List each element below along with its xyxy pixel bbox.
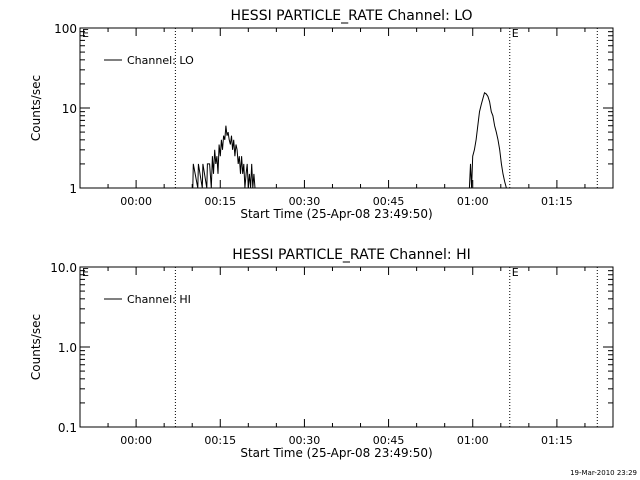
edge-mark: E <box>82 266 89 279</box>
x-tick-label: 00:45 <box>373 434 405 447</box>
panel-hi: HESSI PARTICLE_RATE Channel: HI 00:00 00:1… <box>29 247 614 460</box>
x-tick-label: 00:15 <box>204 434 236 447</box>
x-tick-label: 00:30 <box>289 434 321 447</box>
edge-mark: E <box>512 266 519 279</box>
plot-frame <box>79 27 614 189</box>
y-axis-label: Counts/sec <box>29 314 43 380</box>
x-axis-label: Start Time (25-Apr-08 23:49:50) <box>240 207 432 221</box>
y-tick-label: 0.1 <box>58 421 77 435</box>
x-tick-label: 00:30 <box>289 195 321 208</box>
y-tick-label: 100 <box>54 22 77 36</box>
edge-mark: E <box>512 27 519 40</box>
x-tick-label: 00:00 <box>120 434 152 447</box>
x-axis-label: Start Time (25-Apr-08 23:49:50) <box>240 446 432 460</box>
x-tick-label: 00:45 <box>373 195 405 208</box>
chart-title: HESSI PARTICLE_RATE Channel: LO <box>230 8 472 24</box>
y-tick-label: 10 <box>62 102 77 116</box>
x-tick-label: 01:00 <box>457 195 489 208</box>
series-line <box>192 125 258 189</box>
legend-label: Channel: LO <box>127 54 194 67</box>
x-tick-label: 00:00 <box>120 195 152 208</box>
y-tick-label: 1 <box>69 182 77 196</box>
legend-label: Channel: HI <box>127 293 191 306</box>
panel-lo: HESSI PARTICLE_RATE Channel: LO 00:00 00:1… <box>29 8 614 221</box>
x-tick-label: 01:00 <box>457 434 489 447</box>
plot-frame <box>79 266 614 428</box>
x-tick-label: 01:15 <box>541 195 573 208</box>
edge-mark: E <box>82 27 89 40</box>
x-tick-label: 01:15 <box>541 434 573 447</box>
y-axis-label: Counts/sec <box>29 75 43 141</box>
series-line <box>468 92 509 189</box>
x-tick-label: 00:15 <box>204 195 236 208</box>
y-tick-label: 10.0 <box>50 261 77 275</box>
y-tick-label: 1.0 <box>58 341 77 355</box>
chart-title: HESSI PARTICLE_RATE Channel: HI <box>232 247 470 263</box>
footer-timestamp: 19-Mar-2010 23:29 <box>570 469 637 477</box>
